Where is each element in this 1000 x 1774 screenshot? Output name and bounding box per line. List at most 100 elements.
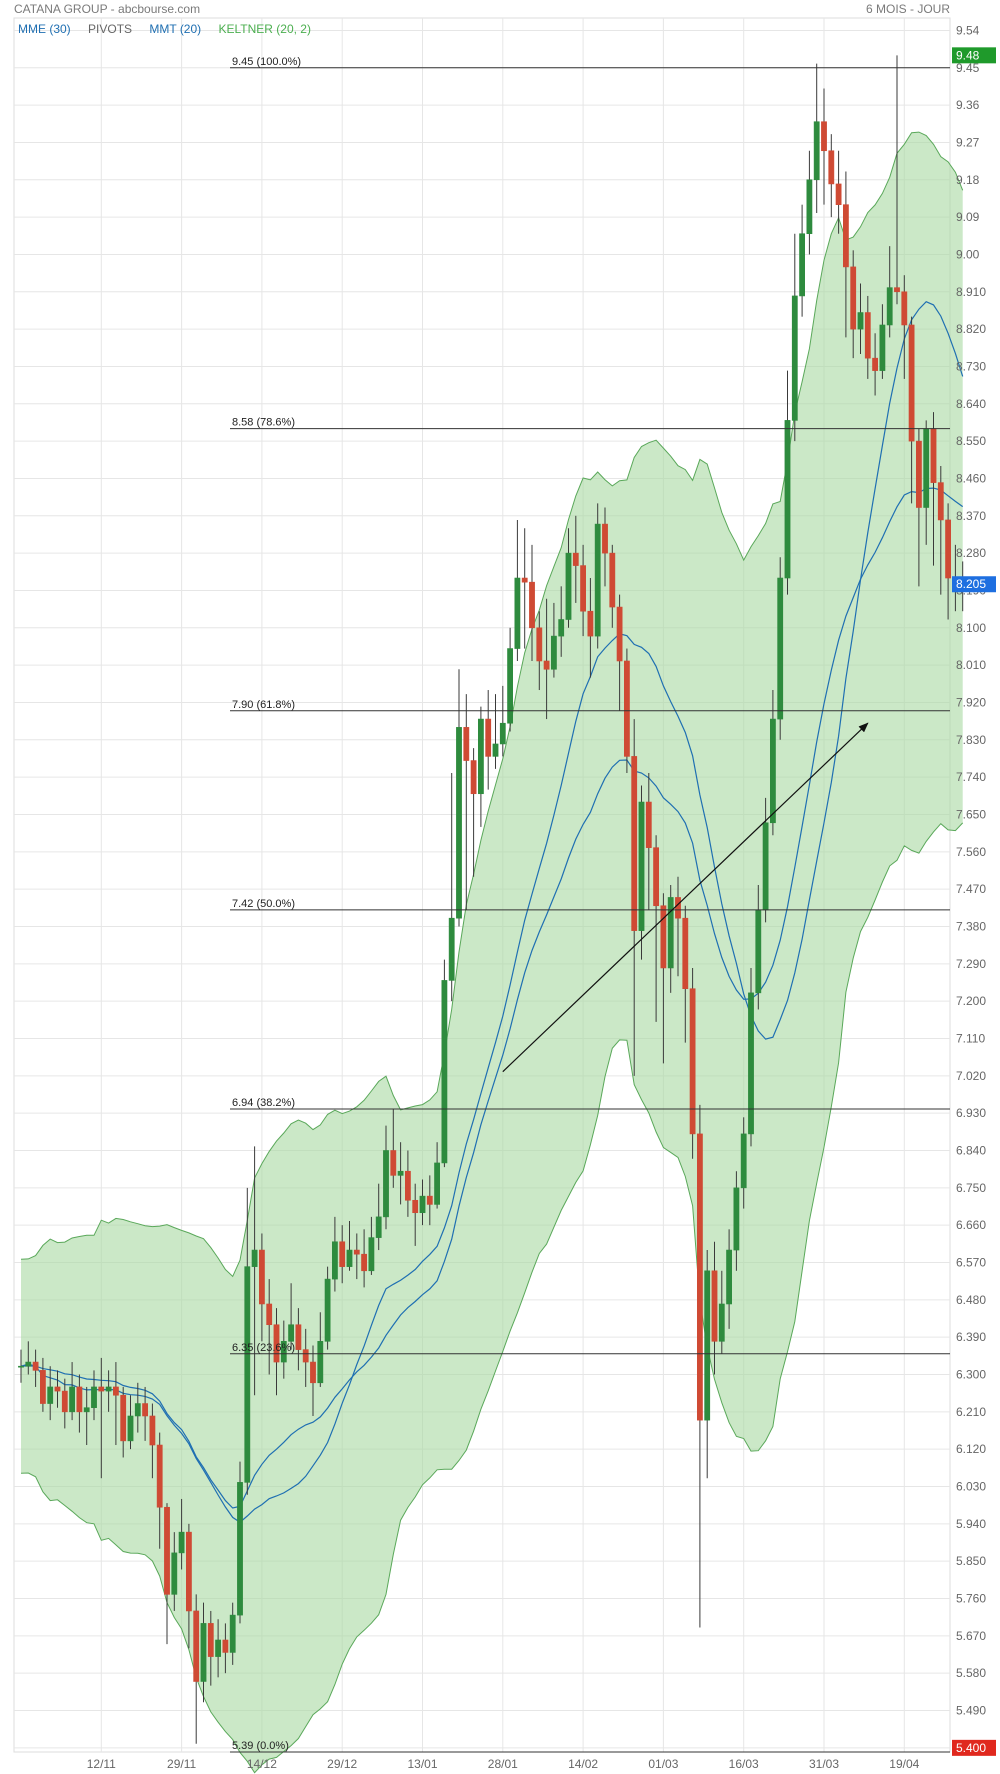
price-tag-low: 5.400 — [952, 1739, 996, 1756]
fib-level-label: 5.39 (0.0%) — [232, 1740, 289, 1752]
candle-body — [353, 1249, 360, 1255]
x-tick-label: 19/04 — [889, 1757, 919, 1771]
legend-mme-30[interactable]: MME (30) — [18, 22, 71, 36]
candle-body — [18, 1365, 24, 1368]
candle — [317, 1312, 324, 1387]
candle — [485, 690, 492, 790]
candle — [54, 1370, 61, 1408]
candle-body — [215, 1639, 221, 1657]
candle — [266, 1279, 273, 1375]
candle-body — [477, 718, 484, 795]
candle-body — [302, 1349, 309, 1363]
candle — [638, 785, 645, 960]
candle — [98, 1357, 105, 1479]
candle-body — [61, 1390, 68, 1413]
candle-body — [361, 1253, 367, 1272]
candle — [441, 959, 448, 1168]
candle — [514, 519, 521, 661]
candle-body — [229, 1614, 236, 1653]
candle — [667, 885, 674, 993]
candle-body — [755, 909, 762, 994]
trend-arrow-line — [502, 722, 869, 1073]
chart-source-title: CATANA GROUP - abcbourse.com — [14, 2, 201, 16]
candle — [142, 1386, 148, 1441]
candle-body — [930, 428, 937, 483]
candle-body — [54, 1386, 61, 1392]
y-tick-label: 6.480 — [956, 1293, 986, 1307]
candle-body — [704, 1270, 711, 1421]
candle — [653, 835, 659, 1022]
y-tick-label: 7.110 — [956, 1031, 985, 1045]
candle — [302, 1328, 309, 1387]
candle — [258, 1233, 265, 1342]
candle — [288, 1283, 294, 1350]
candle-body — [711, 1270, 718, 1342]
candle — [842, 171, 849, 338]
candle — [178, 1498, 185, 1570]
candle — [375, 1183, 382, 1251]
candle-body — [894, 287, 900, 293]
price-tag-high: 9.48 — [952, 47, 996, 64]
candle — [675, 876, 681, 977]
candle-body — [886, 287, 893, 326]
candle-body — [915, 440, 922, 508]
price-tag-label: 5.400 — [956, 1741, 986, 1755]
candle-body — [32, 1361, 39, 1371]
candle-body — [324, 1278, 331, 1342]
y-tick-label: 6.930 — [956, 1106, 986, 1120]
candle — [295, 1308, 302, 1371]
price-tag-last: 8.205 — [952, 576, 996, 593]
candle-body — [142, 1403, 148, 1417]
legend-keltner[interactable]: KELTNER (20, 2) — [218, 22, 311, 36]
legend-pivots[interactable]: PIVOTS — [88, 22, 133, 36]
legend-mmt-20[interactable]: MMT (20) — [149, 22, 202, 36]
y-tick-label: 7.200 — [956, 994, 986, 1008]
candle-body — [390, 1150, 397, 1176]
candle-body — [864, 312, 871, 359]
candle-body — [266, 1303, 273, 1326]
candle-body — [288, 1324, 294, 1342]
candle-body — [901, 291, 908, 326]
candle-body — [339, 1241, 346, 1267]
candle — [645, 772, 652, 910]
moving-averages — [20, 300, 964, 1523]
candle-body — [463, 727, 470, 761]
candle-body — [872, 357, 878, 371]
x-tick-label: 16/03 — [729, 1757, 759, 1771]
candle — [76, 1374, 83, 1433]
candle — [937, 466, 944, 595]
candle — [215, 1619, 221, 1678]
y-tick-label: 7.470 — [956, 882, 986, 896]
candle — [25, 1341, 32, 1375]
candle — [850, 250, 857, 359]
candle — [61, 1378, 68, 1429]
candle — [171, 1532, 178, 1611]
candle — [864, 295, 871, 379]
candle — [426, 1175, 433, 1226]
candle — [769, 690, 776, 836]
candle-body — [842, 204, 849, 268]
candle-body — [412, 1199, 419, 1214]
candle-body — [98, 1386, 105, 1392]
candle — [164, 1503, 170, 1645]
y-tick-label: 5.850 — [956, 1554, 986, 1568]
candle — [397, 1142, 404, 1205]
candle — [368, 1216, 375, 1275]
candle — [507, 627, 513, 732]
candle-body — [47, 1386, 54, 1404]
candle — [18, 1349, 24, 1383]
candle — [609, 544, 616, 628]
candle-body — [485, 718, 492, 757]
candle — [616, 594, 623, 711]
candle-body — [280, 1341, 287, 1363]
candle-body — [251, 1249, 258, 1267]
candle-body — [769, 718, 776, 824]
y-tick-label: 6.120 — [956, 1442, 986, 1456]
candle — [726, 1229, 732, 1329]
candle — [324, 1266, 331, 1350]
candle-body — [76, 1386, 83, 1413]
candle — [521, 528, 528, 649]
candle-body — [456, 727, 462, 919]
candle-body — [492, 743, 499, 757]
y-tick-label: 7.290 — [956, 957, 986, 971]
